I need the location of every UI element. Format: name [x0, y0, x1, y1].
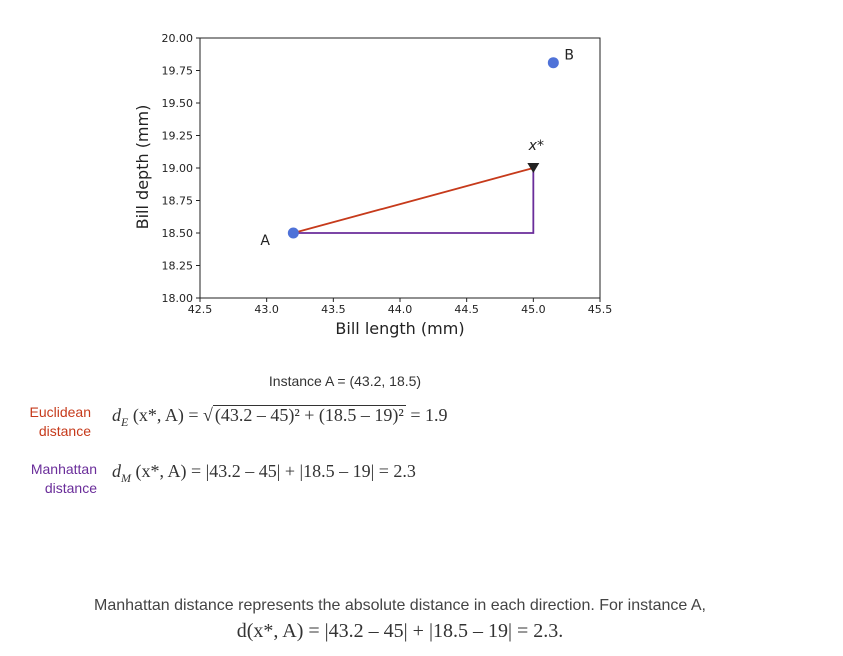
euclidean-d: d: [112, 405, 121, 425]
y-tick-label: 19.75: [162, 65, 194, 78]
euclidean-sub: E: [121, 414, 129, 429]
manhattan-label-line2: distance: [44, 480, 97, 496]
y-tick-label: 20.00: [162, 32, 194, 45]
manhattan-label: Manhattan distance: [10, 460, 97, 498]
euclidean-formula: dE (x*, A) = √ (43.2 – 45)² + (18.5 – 19)…: [112, 405, 447, 431]
instance-caption: Instance A = (43.2, 18.5): [268, 373, 422, 389]
y-tick-label: 19.00: [162, 162, 194, 175]
x-tick-label: 42.5: [188, 303, 213, 316]
manhattan-path: [293, 168, 535, 234]
euclidean-result: = 1.9: [410, 405, 448, 425]
y-tick-label: 18.75: [162, 195, 194, 208]
y-tick-label: 18.50: [162, 227, 194, 240]
euclidean-args: (x*, A) =: [132, 405, 199, 425]
query-point-triangle: [527, 163, 540, 173]
y-tick-label: 19.50: [162, 97, 194, 110]
y-tick-label: 18.00: [162, 292, 194, 305]
x-tick-label: 45.5: [588, 303, 613, 316]
manhattan-d: d: [112, 461, 121, 481]
axes: 42.5 43.0 43.5 44.0 44.5 45.0 45.5 18.00 18.25 18…: [162, 32, 613, 316]
x-tick-label: 45.0: [521, 303, 546, 316]
point-b: [547, 57, 559, 69]
y-tick-label: 18.25: [162, 260, 194, 273]
query-point-label: x*: [528, 138, 544, 154]
footer-text: Manhattan distance represents the absolu…: [94, 597, 706, 614]
manhattan-label-line1: Manhattan: [30, 461, 97, 477]
marks: A Bx*: [260, 48, 574, 249]
x-tick-label: 43.0: [254, 303, 279, 316]
y-tick-label: 19.25: [162, 130, 194, 143]
euclidean-label-line2: distance: [38, 423, 91, 439]
y-axis-label: Bill depth (mm): [133, 105, 152, 230]
manhattan-args: (x*, A) =: [135, 461, 202, 481]
point-label-a: A: [260, 233, 270, 249]
point-a: [287, 227, 299, 239]
distance-scatter-chart: 42.5 43.0 43.5 44.0 44.5 45.0 45.5 18.00 18.25 18…: [133, 32, 613, 338]
x-tick-label: 43.5: [321, 303, 346, 316]
euclidean-label: Euclidean distance: [10, 403, 92, 441]
x-tick-label: 44.0: [388, 303, 413, 316]
manhattan-formula: dM (x*, A) = |43.2 – 45| + |18.5 – 19| =…: [112, 461, 416, 487]
footer-formula: d(x*, A) = |43.2 – 45| + |18.5 – 19| = 2…: [236, 620, 564, 642]
euclidean-label-line1: Euclidean: [29, 404, 92, 420]
euclidean-line: [293, 167, 534, 234]
plot-frame: [199, 37, 601, 299]
sqrt-symbol: √: [203, 405, 213, 425]
point-label-b: B: [564, 48, 574, 64]
manhattan-expr: |43.2 – 45| + |18.5 – 19| = 2.3: [205, 461, 416, 481]
euclidean-sqrt: (43.2 – 45)² + (18.5 – 19)²: [212, 405, 406, 425]
manhattan-sub: M: [121, 470, 131, 485]
x-axis-label: Bill length (mm): [335, 319, 464, 338]
x-tick-label: 44.5: [454, 303, 479, 316]
